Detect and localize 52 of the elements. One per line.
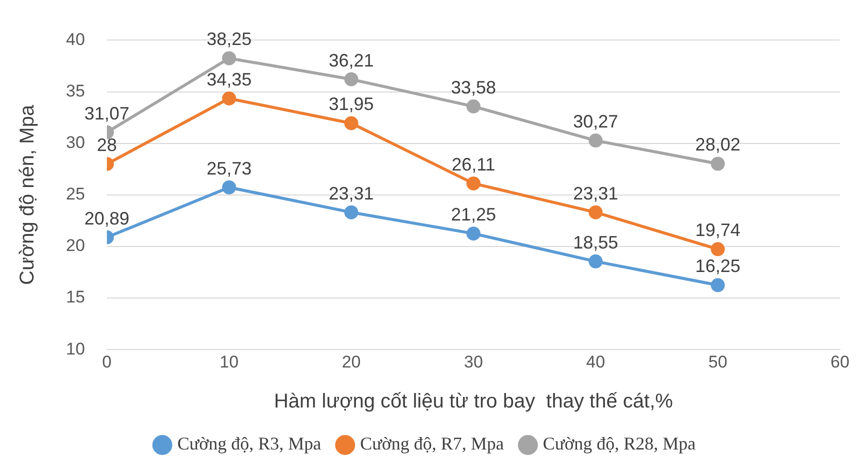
point bbox=[710, 278, 725, 292]
point bbox=[466, 226, 480, 241]
data-label: 23,31 bbox=[328, 183, 374, 204]
point bbox=[222, 180, 236, 194]
data-label: 34,35 bbox=[206, 69, 252, 90]
point bbox=[588, 254, 603, 268]
x-tick-label: 20 bbox=[342, 352, 361, 372]
y-tick-label: 35 bbox=[66, 81, 85, 100]
point bbox=[466, 176, 480, 190]
y-tick-label: 40 bbox=[66, 30, 85, 49]
data-label: 23,31 bbox=[573, 183, 618, 204]
point bbox=[344, 205, 358, 220]
x-tick-label: 0 bbox=[102, 352, 112, 372]
x-tick-label: 10 bbox=[220, 352, 239, 372]
data-label: 28 bbox=[96, 134, 117, 155]
point bbox=[588, 205, 603, 220]
data-label: 26,11 bbox=[452, 154, 496, 174]
data-label: 28,02 bbox=[695, 134, 740, 155]
x-tick-label: 60 bbox=[830, 352, 850, 372]
point bbox=[344, 72, 358, 86]
point bbox=[222, 51, 236, 66]
y-tick-label: 15 bbox=[66, 288, 85, 307]
point bbox=[466, 99, 480, 114]
y-tick-label: 20 bbox=[66, 236, 85, 256]
data-label: 21,25 bbox=[450, 204, 496, 225]
data-label: 31,07 bbox=[84, 103, 130, 124]
x-tick-label: 50 bbox=[708, 352, 728, 372]
legend-label: Cường độ, R3, Mpa bbox=[177, 434, 322, 454]
data-label: 18,55 bbox=[573, 232, 618, 252]
y-tick-label: 30 bbox=[66, 133, 85, 152]
point bbox=[344, 116, 358, 130]
data-label: 25,73 bbox=[206, 158, 252, 178]
point bbox=[710, 156, 725, 171]
y-axis-title: Cường độ nén, Mpa bbox=[16, 104, 39, 285]
data-label: 16,25 bbox=[695, 256, 740, 276]
point bbox=[710, 242, 725, 256]
data-label: 20,89 bbox=[84, 208, 130, 228]
data-label: 33,58 bbox=[450, 77, 496, 98]
legend-label: Cường độ, R7, Mpa bbox=[360, 434, 504, 454]
data-label: 36,21 bbox=[328, 50, 374, 70]
data-label: 19,74 bbox=[695, 220, 740, 240]
y-tick-label: 10 bbox=[66, 339, 85, 358]
x-tick-label: 40 bbox=[586, 352, 606, 372]
x-tick-label: 30 bbox=[464, 352, 483, 372]
data-label: 38,25 bbox=[206, 29, 252, 50]
data-label: 31,95 bbox=[328, 94, 374, 114]
x-axis-title: Hàm lượng cốt liệu từ tro bay thay thế cát,% bbox=[274, 390, 674, 413]
y-tick-label: 25 bbox=[66, 184, 85, 204]
point bbox=[222, 91, 236, 106]
legend-label: Cường độ, R28, Mpa bbox=[542, 434, 696, 454]
data-label: 30,27 bbox=[573, 112, 618, 132]
point bbox=[588, 134, 603, 148]
